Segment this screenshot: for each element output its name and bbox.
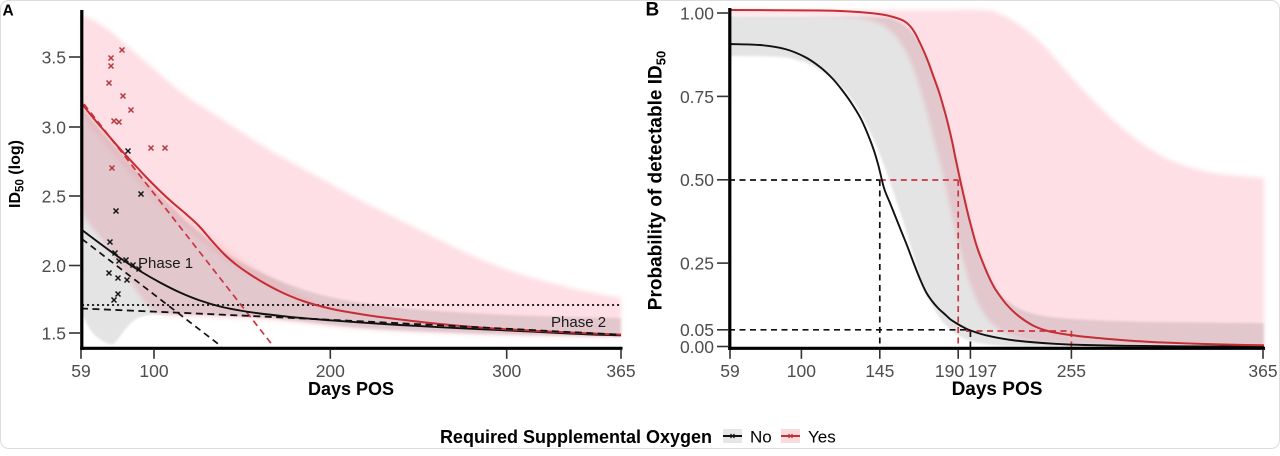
svg-text:2.0: 2.0 <box>42 256 67 276</box>
svg-text:145: 145 <box>865 361 894 381</box>
svg-text:365: 365 <box>1248 361 1277 381</box>
svg-text:100: 100 <box>787 361 816 381</box>
svg-text:1.5: 1.5 <box>42 323 66 343</box>
svg-text:255: 255 <box>1057 361 1086 381</box>
svg-text:0.00: 0.00 <box>680 337 714 357</box>
svg-text:190: 190 <box>935 361 964 381</box>
svg-text:Days POS: Days POS <box>308 379 394 399</box>
svg-text:100: 100 <box>139 361 168 381</box>
svg-text:0.50: 0.50 <box>680 170 714 190</box>
svg-text:197: 197 <box>968 361 997 381</box>
svg-text:0.75: 0.75 <box>680 87 714 107</box>
svg-text:0.25: 0.25 <box>680 254 714 274</box>
svg-text:Days POS: Days POS <box>952 379 1043 400</box>
svg-text:300: 300 <box>492 361 521 381</box>
svg-text:ID50 (log): ID50 (log) <box>7 140 27 208</box>
svg-text:B: B <box>646 0 660 21</box>
svg-text:Yes: Yes <box>808 428 836 447</box>
svg-text:59: 59 <box>720 361 739 381</box>
svg-text:0.05: 0.05 <box>680 320 714 340</box>
svg-text:Phase 2: Phase 2 <box>551 314 606 331</box>
svg-text:365: 365 <box>606 361 635 381</box>
svg-text:59: 59 <box>71 361 90 381</box>
svg-text:1.00: 1.00 <box>680 3 714 23</box>
svg-text:200: 200 <box>316 361 345 381</box>
svg-text:Required Supplemental Oxygen: Required Supplemental Oxygen <box>440 427 712 447</box>
svg-text:No: No <box>750 428 772 447</box>
svg-text:3.0: 3.0 <box>42 117 67 137</box>
svg-text:3.5: 3.5 <box>42 47 66 67</box>
svg-text:Phase 1: Phase 1 <box>138 255 193 272</box>
svg-text:Probability of detectable ID50: Probability of detectable ID50 <box>646 51 669 310</box>
svg-text:2.5: 2.5 <box>42 186 66 206</box>
svg-text:A: A <box>3 2 14 19</box>
